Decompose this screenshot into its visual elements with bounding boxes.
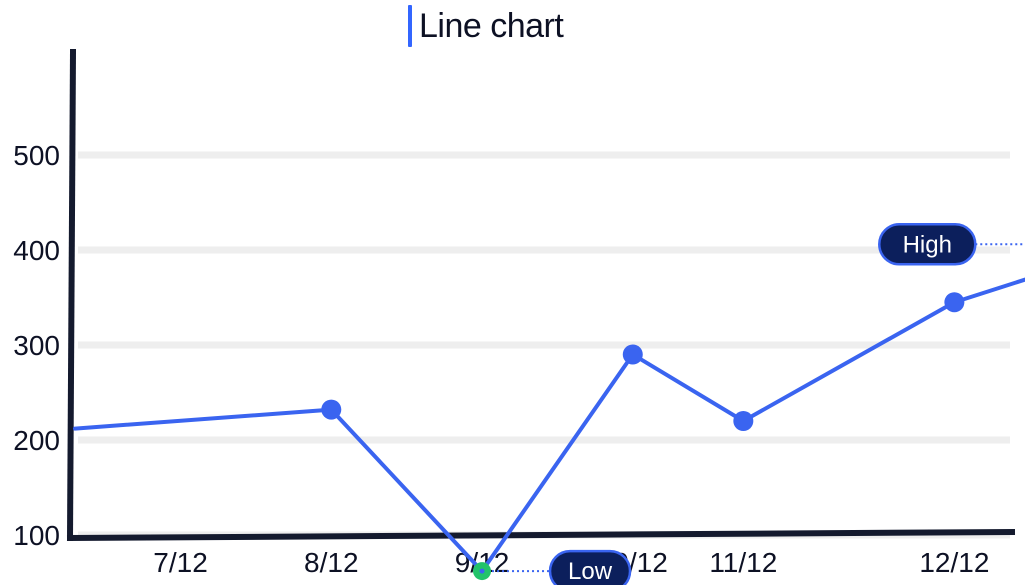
point-10/12 — [622, 344, 643, 365]
y-tick-100: 100 — [13, 520, 60, 551]
y-axis-line — [66, 48, 77, 542]
annotations: Low High — [492, 223, 1025, 585]
annotation-badge — [878, 223, 977, 266]
y-tick-200: 200 — [13, 425, 60, 456]
y-tick-labels: 100 200 300 400 500 — [13, 140, 60, 551]
x-tick-12/12: 12/12 — [919, 547, 989, 578]
x-tick-7/12: 7/12 — [153, 547, 208, 578]
annotation-high: High — [878, 223, 1025, 266]
y-tick-300: 300 — [13, 330, 60, 361]
title-accent-bar — [408, 5, 412, 47]
x-tick-8/12: 8/12 — [304, 547, 359, 578]
annotation-label: High — [903, 231, 952, 258]
x-axis-line — [66, 528, 1016, 542]
y-tick-400: 400 — [13, 235, 60, 266]
series-line-path — [73, 277, 1025, 574]
point-11/12 — [733, 411, 754, 431]
point-8/12 — [321, 399, 342, 420]
point-center-9/12 — [479, 568, 485, 574]
annotation-low: Low — [492, 549, 632, 585]
data-points — [321, 292, 965, 581]
series-line — [73, 277, 1025, 574]
point-12/12 — [944, 292, 965, 313]
chart-title-text: Line chart — [419, 6, 564, 45]
y-tick-500: 500 — [13, 140, 60, 171]
annotation-badge — [548, 549, 632, 585]
annotation-label: Low — [568, 558, 613, 585]
grid-lines — [78, 151, 1010, 539]
chart-title: Line chart — [408, 4, 564, 48]
axes — [66, 48, 1016, 542]
x-tick-11/12: 11/12 — [709, 547, 777, 578]
